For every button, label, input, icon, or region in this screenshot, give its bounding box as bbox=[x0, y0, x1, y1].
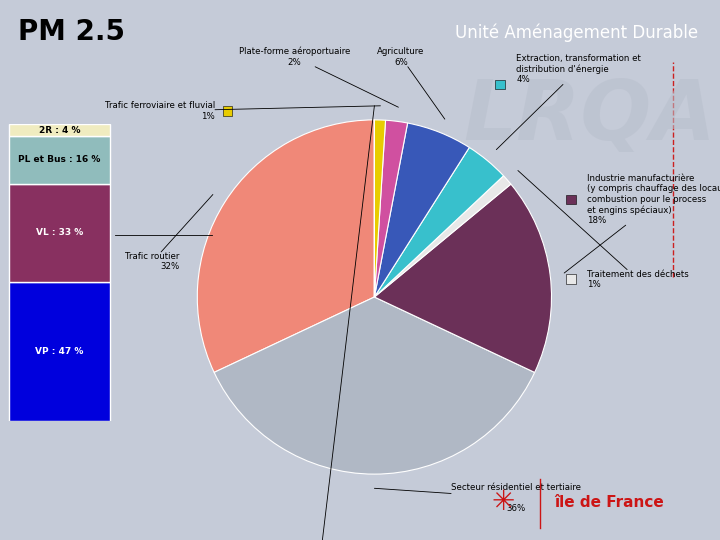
Text: Secteur résidentiel et tertiaire

36%: Secteur résidentiel et tertiaire 36% bbox=[374, 483, 581, 513]
Text: Industrie manufacturière
(y compris chauffage des locaux,
combustion pour le pro: Industrie manufacturière (y compris chau… bbox=[564, 174, 720, 273]
Bar bbox=[9, 282, 109, 421]
Text: PL et Bus : 16 %: PL et Bus : 16 % bbox=[18, 156, 101, 164]
Text: PM 2.5: PM 2.5 bbox=[18, 18, 125, 46]
Wedge shape bbox=[374, 120, 408, 297]
Wedge shape bbox=[374, 123, 469, 297]
Text: Trafic ferroviaire et fluvial
1%: Trafic ferroviaire et fluvial 1% bbox=[104, 102, 380, 121]
Text: VL : 33 %: VL : 33 % bbox=[36, 228, 83, 237]
Bar bbox=[566, 195, 576, 205]
Text: VP : 47 %: VP : 47 % bbox=[35, 347, 84, 356]
Wedge shape bbox=[197, 120, 374, 373]
Bar bbox=[9, 184, 109, 282]
Text: Emissions naturelles : 0 %: Emissions naturelles : 0 % bbox=[264, 106, 378, 540]
Bar bbox=[246, 64, 256, 73]
Wedge shape bbox=[374, 184, 552, 373]
Text: Trafic routier
32%: Trafic routier 32% bbox=[125, 194, 213, 271]
Bar bbox=[9, 124, 109, 136]
Bar bbox=[352, 64, 361, 73]
Text: Traitement des déchets
1%: Traitement des déchets 1% bbox=[518, 171, 689, 289]
Text: Plate-forme aéroportuaire
2%: Plate-forme aéroportuaire 2% bbox=[239, 47, 398, 107]
Wedge shape bbox=[374, 176, 511, 297]
Bar bbox=[9, 136, 109, 184]
Text: ✳: ✳ bbox=[491, 488, 515, 516]
Text: île de France: île de France bbox=[554, 495, 664, 510]
Wedge shape bbox=[214, 297, 535, 474]
Text: Agriculture
6%: Agriculture 6% bbox=[377, 48, 445, 119]
Text: LRQA: LRQA bbox=[464, 77, 716, 158]
Text: Unité Aménagement Durable: Unité Aménagement Durable bbox=[455, 23, 698, 42]
Text: 2R : 4 %: 2R : 4 % bbox=[39, 126, 80, 134]
Bar bbox=[495, 79, 505, 89]
Bar bbox=[222, 106, 233, 116]
Bar bbox=[566, 274, 576, 284]
Text: Extraction, transformation et
distribution d'énergie
4%: Extraction, transformation et distributi… bbox=[496, 54, 641, 150]
Wedge shape bbox=[374, 120, 385, 297]
Wedge shape bbox=[374, 147, 503, 297]
